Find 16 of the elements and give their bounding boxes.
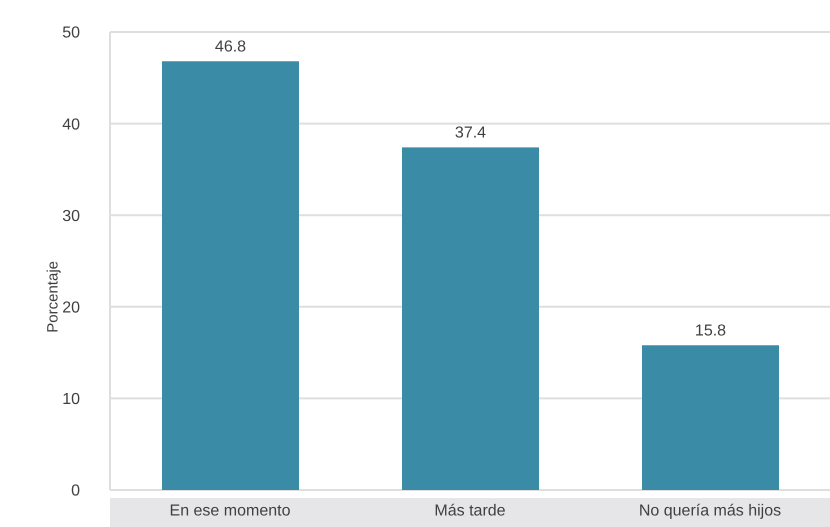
y-tick-label: 0	[71, 482, 80, 500]
data-label: 15.8	[694, 322, 726, 340]
y-tick-label: 30	[62, 208, 80, 225]
x-tick-label: En ese momento	[170, 502, 291, 520]
y-axis-title: Porcentaje	[44, 261, 62, 333]
bar	[402, 147, 539, 490]
y-tick-label: 20	[62, 299, 80, 316]
data-label: 37.4	[454, 124, 486, 142]
data-label: 46.8	[214, 38, 246, 56]
bar	[642, 345, 779, 490]
y-tick-label: 50	[62, 24, 80, 42]
x-tick-label: Más tarde	[434, 502, 506, 520]
y-tick-label: 10	[62, 391, 80, 408]
bar	[162, 61, 299, 490]
y-tick-label: 40	[62, 116, 80, 134]
x-tick-label: No quería más hijos	[638, 502, 782, 520]
